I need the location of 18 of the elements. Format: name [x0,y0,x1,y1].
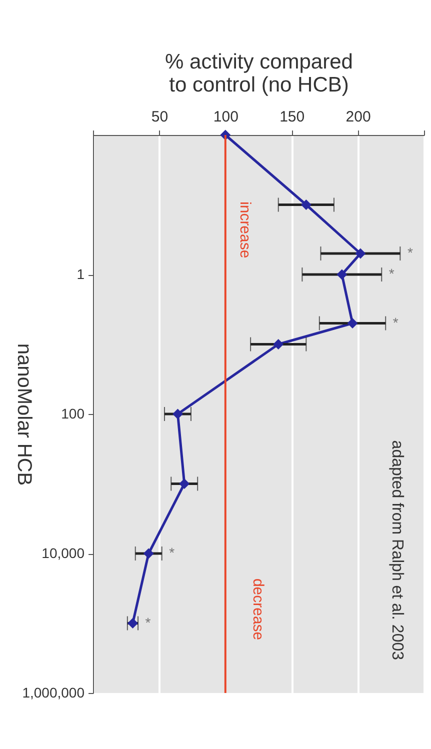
y-tick-label: 100 [61,406,85,422]
y-tick-label: 1,000,000 [22,684,85,700]
annotation: * [388,266,395,282]
annotation: * [407,244,414,261]
annotation: adapted from Ralph et al. 2003 [388,440,406,660]
annotation: decrease [250,578,266,640]
annotation: increase [236,202,254,258]
annotation: * [145,614,152,630]
x-tick-label: 150 [280,108,305,126]
annotation: * [169,544,176,560]
annotation: * [392,314,399,330]
x-tick-label: 50 [151,108,168,126]
x-tick-label: 100 [213,108,238,126]
x-tick-label: 200 [346,108,371,126]
y-axis-title: nanoMolar HCB [13,343,36,486]
x-axis-title: % activity compared to control (no HCB) [165,50,353,96]
y-tick-label: 10,000 [42,545,85,561]
y-tick-label: 1 [76,266,85,282]
